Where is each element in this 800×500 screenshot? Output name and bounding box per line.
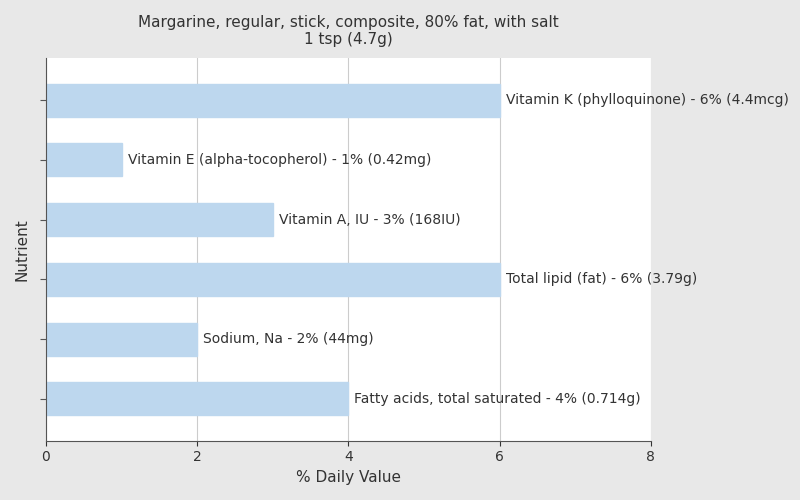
Bar xyxy=(46,322,198,356)
Text: Vitamin K (phylloquinone) - 6% (4.4mcg): Vitamin K (phylloquinone) - 6% (4.4mcg) xyxy=(506,93,789,107)
Text: Sodium, Na - 2% (44mg): Sodium, Na - 2% (44mg) xyxy=(203,332,374,346)
X-axis label: % Daily Value: % Daily Value xyxy=(296,470,401,485)
Text: Vitamin A, IU - 3% (168IU): Vitamin A, IU - 3% (168IU) xyxy=(279,212,461,226)
Bar xyxy=(46,144,122,176)
Bar xyxy=(46,84,500,116)
Bar xyxy=(46,203,273,236)
Y-axis label: Nutrient: Nutrient xyxy=(15,218,30,281)
Bar xyxy=(46,382,349,416)
Title: Margarine, regular, stick, composite, 80% fat, with salt
1 tsp (4.7g): Margarine, regular, stick, composite, 80… xyxy=(138,15,559,48)
Text: Vitamin E (alpha-tocopherol) - 1% (0.42mg): Vitamin E (alpha-tocopherol) - 1% (0.42m… xyxy=(128,153,431,167)
Text: Fatty acids, total saturated - 4% (0.714g): Fatty acids, total saturated - 4% (0.714… xyxy=(354,392,641,406)
Bar xyxy=(46,263,500,296)
Text: Total lipid (fat) - 6% (3.79g): Total lipid (fat) - 6% (3.79g) xyxy=(506,272,697,286)
